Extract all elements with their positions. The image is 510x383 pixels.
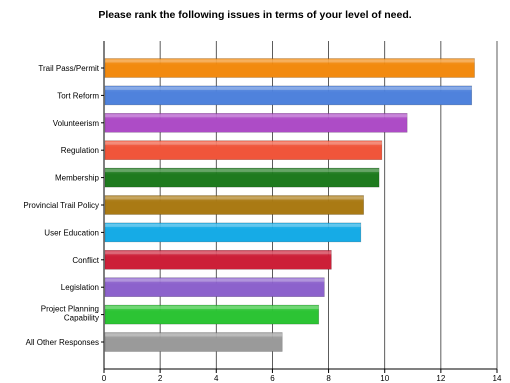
bar-trail-pass-permit [104,58,475,78]
bar-highlight [105,114,408,118]
bar-provincial-trail-policy [104,195,364,215]
bar-highlight [105,278,325,282]
x-tick-label: 2 [158,374,163,383]
category-label: Membership [55,174,100,183]
bar-regulation [104,140,383,160]
category-label: User Education [44,228,99,237]
category-label: All Other Responses [26,338,99,347]
x-tick-label: 4 [214,374,219,383]
bar-project-planning-capability [104,304,320,325]
x-tick-label: 0 [102,374,107,383]
x-tick-label: 10 [380,374,389,383]
bar-membership [104,167,380,188]
bar-volunteerism [104,113,408,133]
category-label: Trail Pass/Permit [38,64,99,73]
bar-highlight [105,141,382,145]
x-tick-label: 8 [326,374,331,383]
category-label: Project Planning Capability [41,305,99,323]
category-label: Conflict [72,256,99,265]
bar-legislation [104,277,325,298]
category-label: Regulation [61,146,99,155]
bar-all-other-responses [104,332,283,352]
category-label: Legislation [61,283,99,292]
category-label: Tort Reform [57,91,99,100]
bar-conflict [104,250,332,270]
x-tick-label: 12 [436,374,445,383]
bar-highlight [105,196,364,200]
bar-highlight [105,251,332,255]
bar-highlight [105,223,361,227]
bar-highlight [105,333,283,337]
bar-highlight [105,59,475,63]
x-tick-label: 6 [270,374,275,383]
bar-highlight [105,169,380,173]
bar-highlight [105,86,472,90]
bar-highlight [105,306,319,310]
bar-user-education [104,222,362,243]
chart-title: Please rank the following issues in term… [98,9,412,21]
category-label: Provincial Trail Policy [23,201,99,210]
category-label: Volunteerism [53,119,100,128]
x-tick-label: 14 [493,374,502,383]
bar-tort-reform [104,85,473,106]
